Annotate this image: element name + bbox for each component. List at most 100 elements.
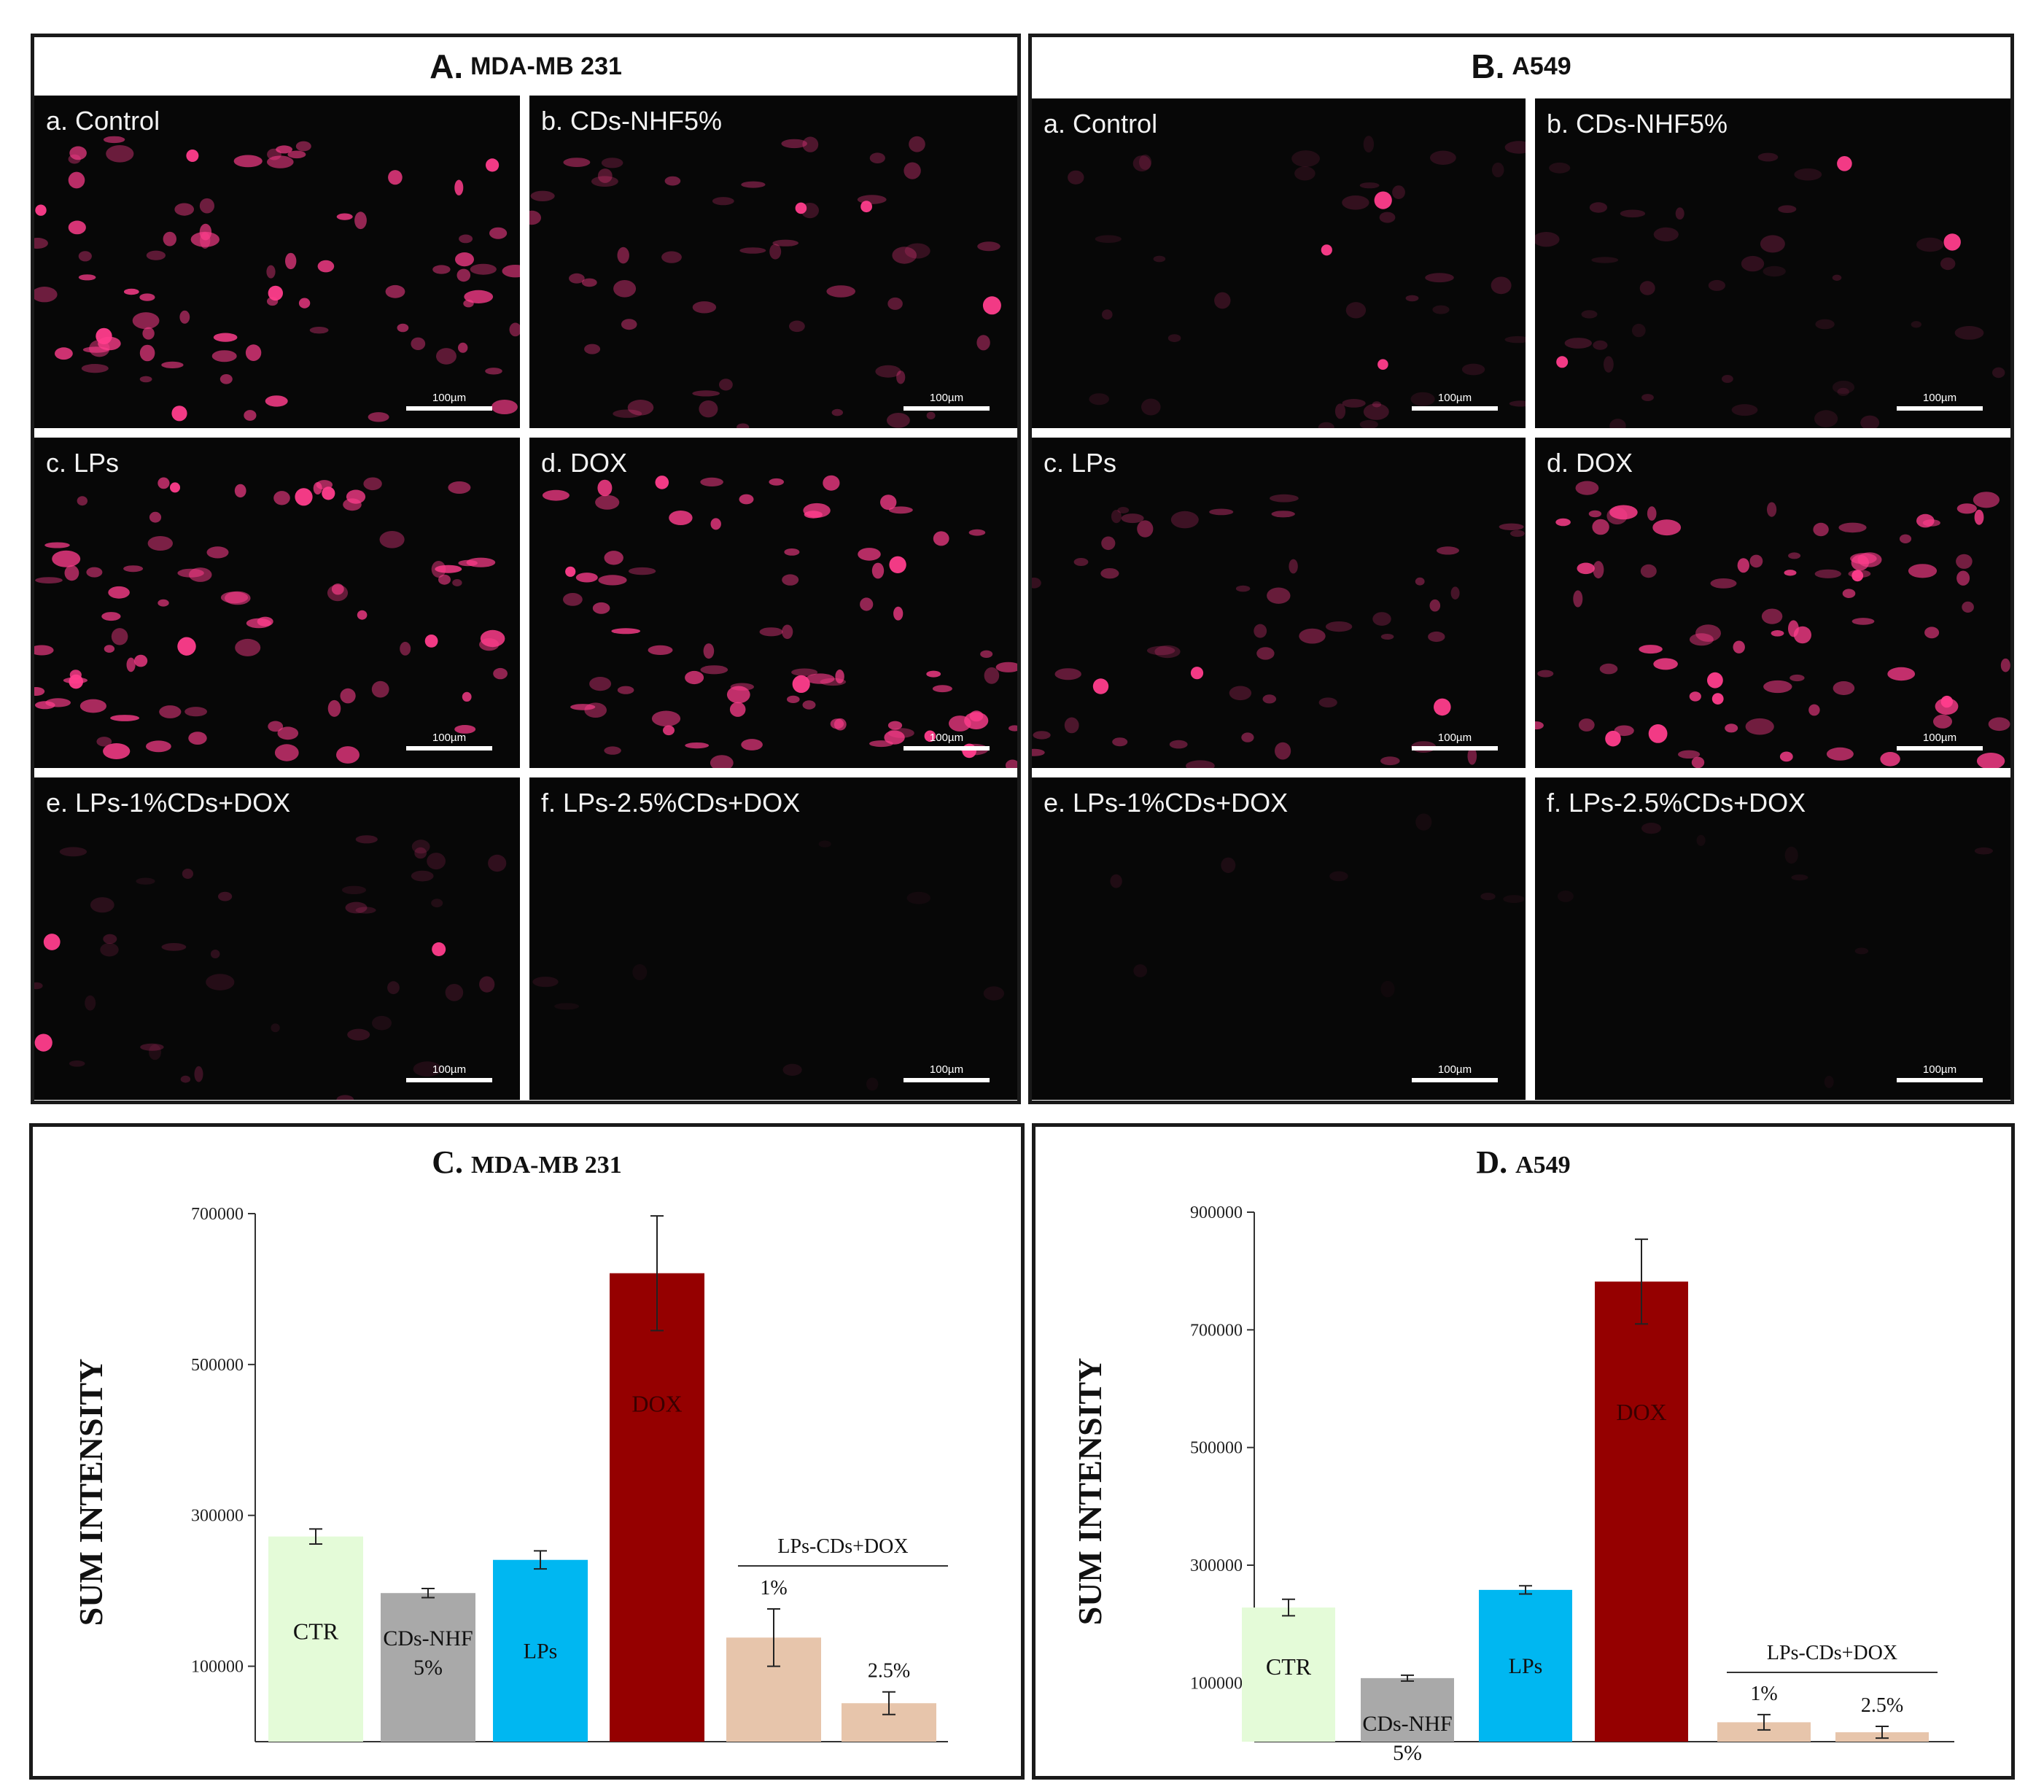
cell xyxy=(1415,577,1425,586)
cell xyxy=(976,335,990,351)
cell xyxy=(1262,694,1277,704)
cell xyxy=(712,197,734,206)
cell xyxy=(869,740,893,748)
scale-bar: 100µm xyxy=(904,1063,990,1082)
cell xyxy=(1911,321,1921,328)
group-label: LPs-CDs+DOX xyxy=(777,1535,908,1558)
cell xyxy=(327,699,341,717)
bar-label: DOX xyxy=(632,1391,682,1417)
cell xyxy=(134,654,148,667)
cell xyxy=(875,365,901,378)
cell xyxy=(1318,422,1334,428)
cell xyxy=(1555,518,1571,527)
y-tick-label: 100000 xyxy=(191,1658,244,1677)
cell xyxy=(313,482,322,494)
cell xyxy=(1256,647,1275,660)
cell xyxy=(1380,756,1400,766)
cell xyxy=(627,400,654,416)
bar xyxy=(381,1593,475,1742)
cell xyxy=(1133,964,1148,977)
cell xyxy=(782,624,793,640)
cell xyxy=(893,606,904,621)
cell xyxy=(436,348,456,365)
cell xyxy=(285,252,297,270)
cell xyxy=(463,299,474,308)
cell xyxy=(355,907,376,914)
scale-bar-line xyxy=(1412,1078,1498,1082)
cell xyxy=(480,629,505,648)
cell xyxy=(703,643,715,659)
cell xyxy=(431,561,446,578)
cell xyxy=(336,1095,354,1100)
cell xyxy=(184,707,207,717)
cell xyxy=(1641,394,1654,401)
cell xyxy=(1593,561,1604,579)
cell xyxy=(287,150,306,159)
cell xyxy=(1146,645,1176,656)
bar-label: LPs xyxy=(1509,1654,1543,1678)
cell xyxy=(1169,740,1188,749)
cell xyxy=(1578,718,1595,732)
micrograph-a-cds-nhf: b. CDs-NHF5% 100µm xyxy=(529,96,1017,428)
cell xyxy=(1089,393,1109,406)
scale-bar-line xyxy=(904,746,990,750)
cell xyxy=(1577,562,1595,575)
cell xyxy=(123,288,139,295)
cell xyxy=(1741,255,1765,272)
cell xyxy=(1141,398,1161,416)
cell xyxy=(1956,554,1973,569)
cell xyxy=(772,239,798,247)
cell xyxy=(831,408,843,416)
cell xyxy=(234,484,246,498)
cell xyxy=(1763,265,1786,277)
cell xyxy=(1988,717,2010,732)
scale-bar: 100µm xyxy=(1412,1063,1498,1082)
scale-bar-line xyxy=(904,406,990,411)
cell xyxy=(1860,415,1880,428)
y-tick-label: 700000 xyxy=(1190,1321,1243,1340)
cell xyxy=(136,877,155,885)
bar-label: LPs xyxy=(524,1639,558,1663)
cell xyxy=(341,885,367,894)
bright-cell xyxy=(1837,156,1852,171)
bar-label: 2.5% xyxy=(868,1660,910,1683)
cell xyxy=(1170,511,1199,529)
cell xyxy=(1221,857,1236,873)
cell xyxy=(400,642,411,656)
cell xyxy=(1760,235,1785,253)
cell xyxy=(142,327,155,340)
cell xyxy=(1380,980,1395,998)
cell xyxy=(1359,419,1378,428)
cell xyxy=(1139,154,1152,170)
cell xyxy=(271,1023,280,1033)
chart-title: C. MDA-MB 231 xyxy=(432,1144,622,1180)
cell xyxy=(1480,893,1496,901)
cell xyxy=(1761,608,1783,624)
cell xyxy=(479,976,495,993)
y-tick-label: 100000 xyxy=(1190,1674,1243,1693)
cell xyxy=(1209,508,1234,516)
cell xyxy=(139,376,152,383)
cell xyxy=(1733,640,1745,653)
cell xyxy=(597,479,613,497)
scale-bar: 100µm xyxy=(406,732,492,750)
bright-cell xyxy=(69,674,83,689)
cell xyxy=(904,162,921,179)
cell xyxy=(787,695,800,703)
bright-cell xyxy=(1374,191,1392,209)
cell xyxy=(177,568,204,578)
bright-cell xyxy=(432,942,446,956)
cell xyxy=(1992,367,2005,379)
cell xyxy=(1813,522,1829,537)
cell xyxy=(1153,255,1166,263)
bar-label: 2.5% xyxy=(1861,1694,1903,1717)
bright-cell xyxy=(1605,730,1621,747)
cell xyxy=(1940,257,1956,271)
cell xyxy=(575,573,598,583)
bar-label: DOX xyxy=(1616,1399,1666,1425)
cell xyxy=(1064,717,1079,734)
cell xyxy=(880,494,897,510)
scale-bar: 100µm xyxy=(1897,392,1983,411)
cell xyxy=(77,496,88,506)
cell xyxy=(206,546,229,559)
